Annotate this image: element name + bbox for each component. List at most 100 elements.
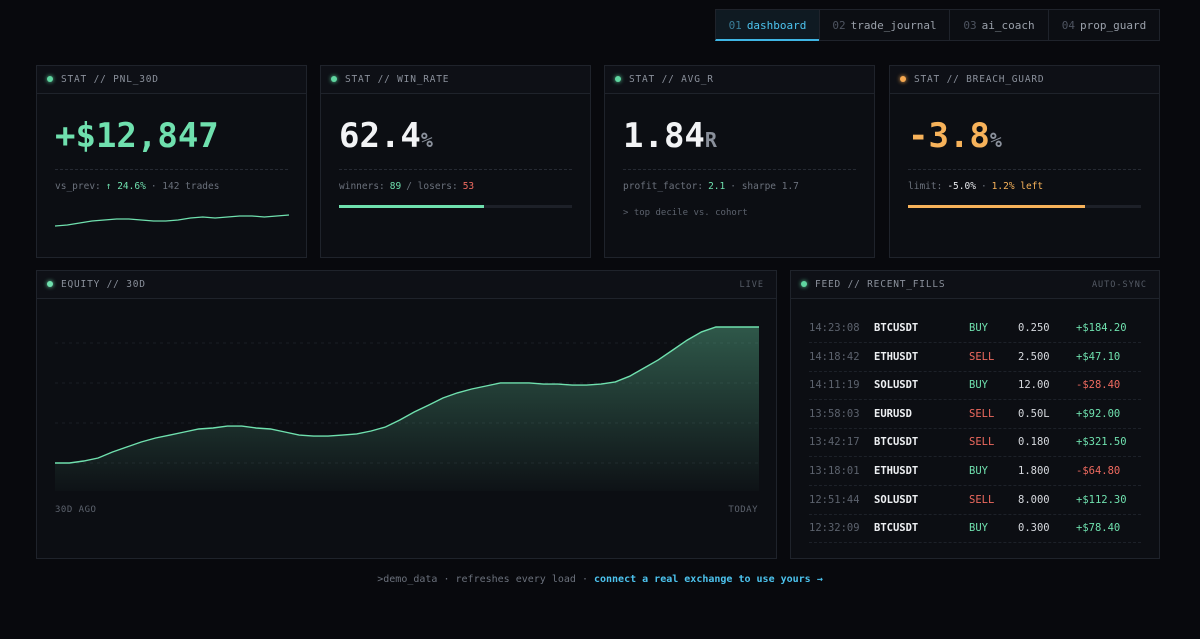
tab-label: ai_coach — [981, 19, 1035, 32]
feed-cell: EURUSD — [874, 407, 912, 420]
panel-header: STAT // BREACH_GUARD — [890, 66, 1159, 94]
divider — [623, 169, 856, 170]
stat-subline: limit: -5.0% · 1.2% left — [908, 181, 1048, 192]
x-axis-start: 30D AGO — [55, 505, 97, 515]
equity-panel: EQUITY // 30D LIVE 30D AGO TODAY — [36, 270, 777, 559]
feed-cell: 0.180 — [1018, 436, 1050, 449]
row-divider — [809, 399, 1141, 401]
sub-part: 53 — [462, 181, 475, 192]
divider — [908, 169, 1141, 170]
value-text: 1.84 — [623, 116, 705, 156]
feed-cell: 14:11:19 — [809, 379, 860, 392]
status-dot — [801, 281, 807, 287]
tab-label: prop_guard — [1080, 19, 1147, 32]
feed-cell: BUY — [969, 465, 988, 477]
value-text: +$12,847 — [55, 116, 219, 156]
divider — [339, 169, 572, 170]
feed-cell: SELL — [969, 407, 995, 420]
panel-label: STAT // WIN_RATE — [345, 74, 450, 85]
feed-cell: BTCUSDT — [874, 522, 919, 535]
equity-area — [55, 327, 759, 491]
panel-label: FEED // RECENT_FILLS — [815, 279, 946, 290]
tab-number: 01 — [728, 19, 742, 32]
value-unit: R — [704, 128, 717, 152]
feed-cell: 13:42:17 — [809, 436, 860, 449]
panel-header: EQUITY // 30D LIVE — [37, 271, 776, 299]
sparkline — [55, 214, 290, 227]
panel-label: EQUITY // 30D — [61, 279, 146, 290]
feed-cell: SOLUSDT — [874, 379, 919, 392]
status-dot — [900, 76, 906, 82]
feed-cell: BTCUSDT — [874, 436, 919, 449]
footer-link[interactable]: connect a real exchange to use yours → — [593, 574, 823, 585]
status-dot — [47, 281, 53, 287]
panel-label: STAT // PNL_30D — [61, 74, 159, 85]
sub-part: · sharpe 1.7 — [730, 181, 799, 192]
feed-cell: 13:18:01 — [809, 465, 860, 477]
feed-cell: 14:18:42 — [809, 350, 860, 363]
sub-part: profit_factor: — [623, 181, 704, 192]
feed-cell: -$28.40 — [1076, 379, 1121, 392]
feed-cell: +$112.30 — [1076, 493, 1127, 506]
stat-value: 62.4% — [339, 116, 433, 156]
feed-cell: 0.300 — [1018, 522, 1050, 535]
stat-subline: profit_factor: 2.1 · sharpe 1.7 — [623, 181, 804, 192]
x-axis-end: TODAY — [728, 505, 758, 515]
sub-part: · — [980, 181, 987, 192]
row-divider — [809, 513, 1141, 515]
feed-cell: SELL — [969, 350, 995, 363]
sub-part: winners: — [339, 181, 385, 192]
nav-tab[interactable]: 03 ai_coach — [949, 9, 1049, 41]
stat-value: 1.84R — [623, 116, 717, 156]
row-divider — [809, 370, 1141, 372]
panel-label: STAT // BREACH_GUARD — [914, 74, 1045, 85]
sub-part: vs_prev: — [55, 181, 101, 192]
feed-cell: SELL — [969, 436, 995, 449]
sub-part: 2.1 — [708, 181, 726, 192]
sub-part: -5.0% — [947, 181, 976, 192]
feed-cell: +$321.50 — [1076, 436, 1127, 449]
stat-value: -3.8% — [908, 116, 1002, 156]
panel-header: STAT // WIN_RATE — [321, 66, 590, 94]
footer: >demo_data · refreshes every load · conne… — [0, 574, 1200, 585]
sub-part: / losers: — [406, 181, 458, 192]
feed-cell: +$184.20 — [1076, 322, 1127, 334]
equity-chart — [55, 326, 759, 491]
feed-cell: -$64.80 — [1076, 465, 1121, 477]
feed-cell: 12.00 — [1018, 379, 1050, 392]
value-text: 62.4 — [339, 116, 421, 156]
stat-subline: vs_prev: ↑ 24.6% · 142 trades — [55, 181, 224, 192]
feed-cell: ETHUSDT — [874, 465, 919, 477]
panel-header: STAT // PNL_30D — [37, 66, 306, 94]
sub-part: 1.2% left — [991, 181, 1044, 192]
stat-card: STAT // WIN_RATE 62.4% winners: 89 / losers:… — [320, 65, 591, 258]
sparkline-line — [55, 214, 290, 227]
feed-cell: 0.250 — [1018, 322, 1050, 334]
feed-cell: BUY — [969, 379, 988, 392]
equity-line — [55, 326, 759, 464]
progress-fill — [339, 205, 485, 208]
stat-note: > top decile vs. cohort — [623, 208, 748, 218]
panel-badge: AUTO-SYNC — [1091, 280, 1147, 290]
stat-card: STAT // BREACH_GUARD -3.8% limit: -5.0% · 1.2… — [889, 65, 1160, 258]
feed-cell: 0.50L — [1018, 407, 1050, 420]
row-divider — [809, 485, 1141, 486]
feed-cell: ETHUSDT — [874, 350, 919, 363]
feed-cell: 1.800 — [1018, 465, 1050, 477]
tab-number: 04 — [1061, 19, 1075, 32]
row-divider — [809, 342, 1141, 343]
feed-panel: FEED // RECENT_FILLS AUTO-SYNC 14:23:08 BTC… — [790, 270, 1160, 559]
status-dot — [331, 76, 337, 82]
nav-tab[interactable]: 02 trade_journal — [819, 9, 950, 41]
value-unit: % — [420, 128, 433, 152]
tab-label: dashboard — [746, 19, 807, 32]
feed-cell: 14:23:08 — [809, 322, 860, 334]
feed-cell: 2.500 — [1018, 350, 1050, 363]
nav-tab[interactable]: 04 prop_guard — [1048, 9, 1160, 41]
progress-fill — [908, 205, 1086, 208]
panel-header: FEED // RECENT_FILLS AUTO-SYNC — [791, 271, 1159, 299]
tab-label: trade_journal — [850, 19, 937, 32]
sub-part: limit: — [908, 181, 943, 192]
nav-tab[interactable]: 01 dashboard — [715, 9, 820, 41]
